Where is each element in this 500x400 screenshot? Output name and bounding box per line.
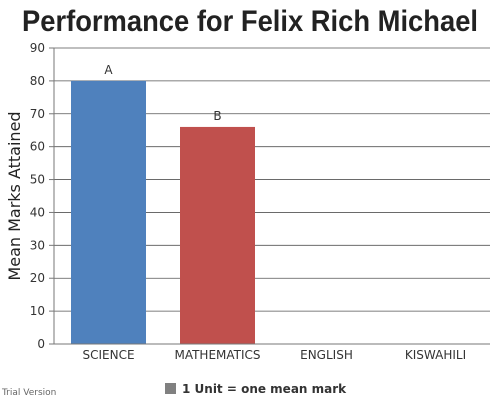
legend-swatch (165, 383, 176, 394)
y-tick-label: 70 (30, 107, 45, 121)
y-tick-label: 50 (30, 173, 45, 187)
y-tick-label: 20 (30, 271, 45, 285)
y-tick-label: 60 (30, 140, 45, 154)
chart-title: Performance for Felix Rich Michael (22, 5, 478, 38)
y-tick-label: 30 (30, 238, 45, 252)
y-tick-label: 0 (37, 337, 45, 351)
data-label-mathematics: B (213, 109, 221, 123)
legend-label: 1 Unit = one mean mark (182, 382, 347, 396)
y-tick-labels: 0 10 20 30 40 50 60 70 80 90 (30, 41, 54, 351)
bars: AB (71, 63, 255, 344)
y-axis-label: Mean Marks Attained (5, 111, 24, 280)
y-tick-label: 40 (30, 205, 45, 219)
x-tick-labels: SCIENCE MATHEMATICS ENGLISH KISWAHILI (82, 348, 466, 362)
data-label-science: A (104, 63, 113, 77)
y-tick-label: 90 (30, 41, 45, 55)
x-tick-label-kiswahili: KISWAHILI (405, 348, 466, 362)
x-tick-label-english: ENGLISH (300, 348, 353, 362)
y-tick-label: 10 (30, 304, 45, 318)
y-tick-label: 80 (30, 74, 45, 88)
x-tick-label-science: SCIENCE (82, 348, 134, 362)
bar-science (71, 81, 146, 344)
x-tick-label-mathematics: MATHEMATICS (174, 348, 260, 362)
bar-mathematics (180, 127, 255, 344)
trial-version-watermark: Trial Version (1, 388, 56, 398)
